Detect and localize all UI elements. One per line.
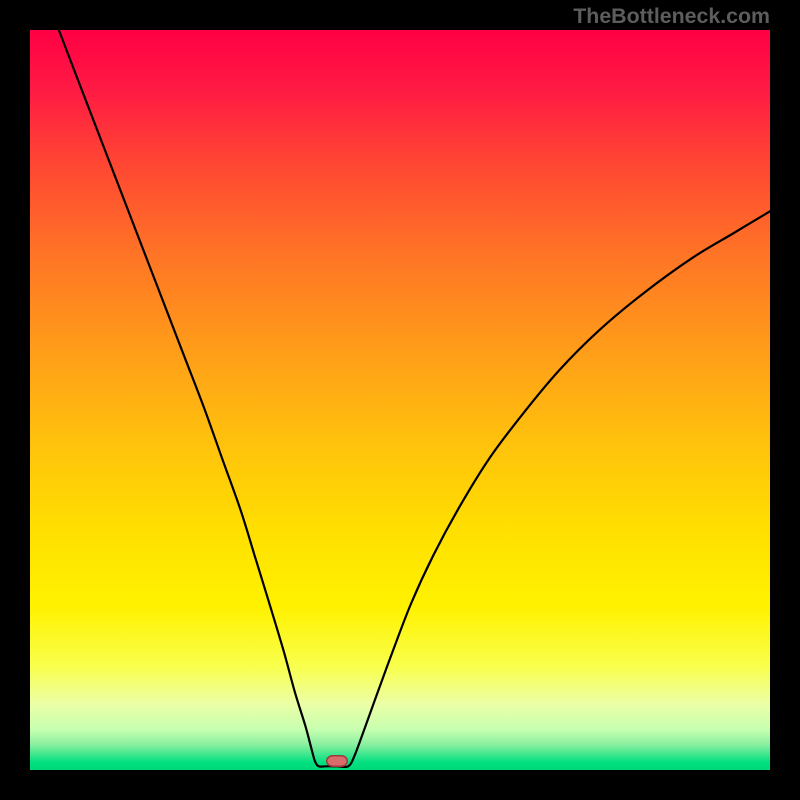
bottleneck-curve — [30, 30, 770, 770]
chart-stage: TheBottleneck.com — [0, 0, 800, 800]
optimum-marker — [326, 755, 348, 767]
plot-area — [30, 30, 770, 770]
optimum-marker-shape — [327, 756, 348, 767]
curve-path — [59, 30, 770, 767]
source-annotation: TheBottleneck.com — [573, 4, 770, 29]
